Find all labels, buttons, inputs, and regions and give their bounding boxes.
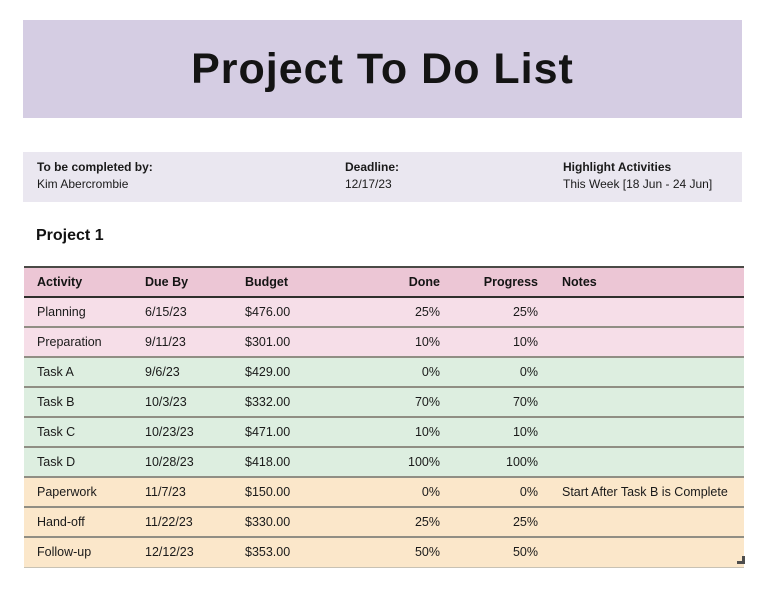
cell-budget[interactable]: $301.00 (234, 327, 384, 357)
cell-activity[interactable]: Task D (24, 447, 134, 477)
table-row: Task B 10/3/23 $332.00 70% 70% (24, 387, 744, 417)
cell-activity[interactable]: Follow-up (24, 537, 134, 567)
cell-activity[interactable]: Planning (24, 297, 134, 327)
cell-notes[interactable] (540, 447, 744, 477)
cell-due-by[interactable]: 9/11/23 (134, 327, 234, 357)
cell-due-by[interactable]: 11/7/23 (134, 477, 234, 507)
cell-progress[interactable]: 25% (442, 507, 540, 537)
cell-notes[interactable] (540, 327, 744, 357)
cell-activity[interactable]: Hand-off (24, 507, 134, 537)
column-header-due-by: Due By (145, 275, 189, 289)
deadline-label: Deadline: (345, 160, 400, 174)
column-header-progress: Progress (483, 275, 538, 289)
info-highlight-activities: Highlight Activities This Week [18 Jun -… (563, 159, 712, 193)
cell-activity[interactable]: Task C (24, 417, 134, 447)
cell-progress[interactable]: 25% (442, 297, 540, 327)
column-header-activity: Activity (37, 275, 83, 289)
cell-due-by[interactable]: 10/23/23 (134, 417, 234, 447)
cell-notes[interactable] (540, 507, 744, 537)
table-row: Task C 10/23/23 $471.00 10% 10% (24, 417, 744, 447)
section-title: Project 1 (36, 227, 104, 244)
table-row: Follow-up 12/12/23 $353.00 50% 50% (24, 537, 744, 567)
cell-due-by[interactable]: 11/22/23 (134, 507, 234, 537)
column-header-done: Done (408, 275, 440, 289)
cell-done[interactable]: 50% (384, 537, 442, 567)
cell-notes[interactable]: Start After Task B is Complete (540, 477, 744, 507)
cell-notes[interactable] (540, 297, 744, 327)
cell-activity[interactable]: Preparation (24, 327, 134, 357)
cell-due-by[interactable]: 9/6/23 (134, 357, 234, 387)
cell-due-by[interactable]: 10/3/23 (134, 387, 234, 417)
table-row: Preparation 9/11/23 $301.00 10% 10% (24, 327, 744, 357)
cell-budget[interactable]: $330.00 (234, 507, 384, 537)
cell-budget[interactable]: $150.00 (234, 477, 384, 507)
cell-budget[interactable]: $353.00 (234, 537, 384, 567)
cell-done[interactable]: 0% (384, 357, 442, 387)
highlight-activities-value[interactable]: This Week [18 Jun - 24 Jun] (563, 177, 713, 191)
cell-budget[interactable]: $418.00 (234, 447, 384, 477)
todo-table: Activity Due By Budget Done Progress Not… (24, 266, 744, 568)
table-row: Task A 9/6/23 $429.00 0% 0% (24, 357, 744, 387)
cell-done[interactable]: 0% (384, 477, 442, 507)
cell-activity[interactable]: Task A (24, 357, 134, 387)
cell-budget[interactable]: $476.00 (234, 297, 384, 327)
cell-done[interactable]: 25% (384, 507, 442, 537)
info-bar: To be completed by: Kim Abercrombie Dead… (23, 152, 742, 202)
table-row: Planning 6/15/23 $476.00 25% 25% (24, 297, 744, 327)
cell-notes[interactable] (540, 417, 744, 447)
cell-done[interactable]: 70% (384, 387, 442, 417)
cell-done[interactable]: 10% (384, 417, 442, 447)
table-row: Hand-off 11/22/23 $330.00 25% 25% (24, 507, 744, 537)
cell-progress[interactable]: 10% (442, 417, 540, 447)
info-completed-by: To be completed by: Kim Abercrombie (37, 159, 153, 193)
cell-notes[interactable] (540, 357, 744, 387)
cell-progress[interactable]: 100% (442, 447, 540, 477)
cell-budget[interactable]: $429.00 (234, 357, 384, 387)
deadline-value[interactable]: 12/17/23 (345, 177, 392, 191)
todo-table-body: Planning 6/15/23 $476.00 25% 25% Preparation 9… (24, 297, 744, 567)
completed-by-label: To be completed by: (37, 160, 153, 174)
table-resize-handle-icon[interactable] (737, 556, 745, 564)
cell-progress[interactable]: 0% (442, 477, 540, 507)
cell-due-by[interactable]: 6/15/23 (134, 297, 234, 327)
cell-progress[interactable]: 0% (442, 357, 540, 387)
cell-budget[interactable]: $471.00 (234, 417, 384, 447)
cell-activity[interactable]: Task B (24, 387, 134, 417)
cell-done[interactable]: 10% (384, 327, 442, 357)
completed-by-value[interactable]: Kim Abercrombie (37, 177, 129, 191)
title-banner: Project To Do List (23, 20, 742, 118)
cell-due-by[interactable]: 10/28/23 (134, 447, 234, 477)
highlight-activities-label: Highlight Activities (563, 160, 672, 174)
cell-notes[interactable] (540, 537, 744, 567)
cell-notes[interactable] (540, 387, 744, 417)
page-title: Project To Do List (191, 44, 574, 93)
table-row: Task D 10/28/23 $418.00 100% 100% (24, 447, 744, 477)
cell-budget[interactable]: $332.00 (234, 387, 384, 417)
table-row: Paperwork 11/7/23 $150.00 0% 0% Start After T… (24, 477, 744, 507)
table-header-row: Activity Due By Budget Done Progress Not… (24, 267, 744, 297)
column-header-notes: Notes (562, 275, 597, 289)
cell-progress[interactable]: 50% (442, 537, 540, 567)
info-deadline: Deadline: 12/17/23 (345, 159, 399, 193)
cell-progress[interactable]: 70% (442, 387, 540, 417)
cell-done[interactable]: 100% (384, 447, 442, 477)
cell-done[interactable]: 25% (384, 297, 442, 327)
cell-activity[interactable]: Paperwork (24, 477, 134, 507)
cell-progress[interactable]: 10% (442, 327, 540, 357)
cell-due-by[interactable]: 12/12/23 (134, 537, 234, 567)
column-header-budget: Budget (245, 275, 289, 289)
